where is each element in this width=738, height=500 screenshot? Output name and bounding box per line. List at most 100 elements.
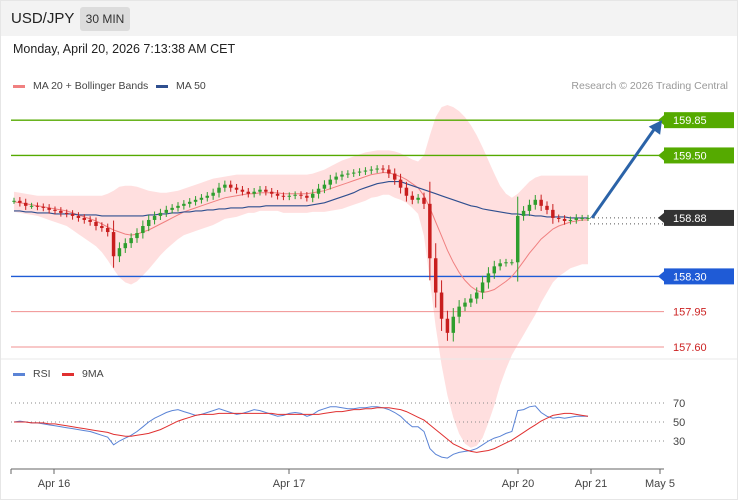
ma50-line bbox=[14, 181, 588, 219]
candle-body bbox=[404, 187, 409, 196]
candle-body bbox=[556, 217, 561, 219]
candle-body bbox=[562, 218, 567, 221]
candle-body bbox=[111, 232, 116, 257]
symbol-label: USD/JPY bbox=[11, 10, 75, 27]
candle-body bbox=[293, 194, 297, 196]
candle-body bbox=[469, 298, 473, 303]
candle-body bbox=[234, 187, 239, 190]
legend-ma50-label: MA 50 bbox=[176, 80, 206, 92]
legend-ma20-label: MA 20 + Bollinger Bands bbox=[33, 80, 149, 92]
candle-body bbox=[480, 282, 485, 293]
candle-body bbox=[527, 204, 532, 211]
x-tick-label: Apr 21 bbox=[575, 478, 607, 490]
candle-body bbox=[510, 262, 514, 264]
candle-body bbox=[416, 197, 420, 200]
rsi-swatch bbox=[13, 372, 25, 376]
candle-body bbox=[439, 292, 444, 319]
x-tick-label: Apr 16 bbox=[38, 478, 70, 490]
candle-body bbox=[35, 205, 40, 207]
candle-body bbox=[515, 215, 520, 263]
price-label-158.88: 158.88 bbox=[673, 213, 707, 225]
candle-body bbox=[387, 169, 391, 174]
price-label-159.50: 159.50 bbox=[673, 150, 707, 162]
candle-body bbox=[240, 189, 245, 192]
candle-body bbox=[246, 191, 251, 194]
candle-body bbox=[23, 202, 28, 206]
candle-body bbox=[486, 273, 491, 283]
rsi-line bbox=[13, 405, 588, 459]
candle-body bbox=[123, 243, 128, 249]
forecast-arrow-line bbox=[590, 127, 657, 219]
price-tag-pointer-159.85 bbox=[658, 115, 664, 126]
x-tick-label: Apr 17 bbox=[273, 478, 305, 490]
candle-body bbox=[59, 210, 63, 213]
candle-body bbox=[463, 302, 467, 307]
candle-body bbox=[94, 221, 98, 226]
candle-body bbox=[129, 238, 133, 244]
candle-body bbox=[357, 171, 362, 173]
candle-body bbox=[428, 203, 432, 259]
candle-body bbox=[433, 258, 438, 293]
candle-body bbox=[381, 168, 385, 170]
candle-body bbox=[328, 179, 333, 185]
candle-body bbox=[217, 187, 221, 193]
candle-body bbox=[498, 263, 502, 267]
price-label-158.30: 158.30 bbox=[673, 271, 707, 283]
legend-ma50: MA 50 bbox=[156, 80, 206, 92]
candle-body bbox=[340, 174, 344, 177]
candle-body bbox=[410, 195, 415, 200]
candle-body bbox=[264, 189, 268, 192]
rsi-ma-swatch bbox=[62, 372, 74, 376]
candle-body bbox=[310, 193, 315, 198]
candle-body bbox=[187, 201, 192, 204]
candle-body bbox=[82, 217, 87, 220]
candle-body bbox=[29, 205, 34, 207]
legend-rsi-ma-label: 9MA bbox=[82, 368, 104, 380]
candle-body bbox=[445, 318, 450, 333]
candle-body bbox=[88, 219, 92, 222]
candle-body bbox=[521, 210, 526, 216]
chart-header: USD/JPY 30 MIN bbox=[0, 0, 738, 36]
research-credit: Research © 2026 Trading Central bbox=[571, 80, 728, 92]
chart-datetime: Monday, April 20, 2026 7:13:38 AM CET bbox=[13, 42, 236, 56]
candle-body bbox=[392, 173, 397, 180]
candle-body bbox=[474, 292, 479, 299]
candle-body bbox=[182, 203, 186, 206]
candle-body bbox=[351, 172, 356, 174]
candle-body bbox=[574, 217, 579, 220]
candle-body bbox=[141, 226, 145, 234]
candle-body bbox=[422, 197, 426, 204]
last-price-tag-pointer bbox=[658, 212, 664, 223]
x-tick-label: May 5 bbox=[645, 478, 675, 490]
candle-body bbox=[223, 184, 227, 188]
candle-body bbox=[533, 199, 538, 205]
candle-body bbox=[199, 197, 204, 200]
candle-body bbox=[252, 191, 256, 194]
candle-body bbox=[135, 233, 139, 239]
price-label-157.95: 157.95 bbox=[673, 307, 707, 319]
candle-body bbox=[64, 212, 69, 214]
price-tag-159.50 bbox=[664, 147, 734, 164]
candle-body bbox=[146, 219, 151, 226]
candle-body bbox=[316, 188, 321, 194]
candle-body bbox=[41, 206, 46, 208]
candle-body bbox=[369, 169, 374, 171]
candle-body bbox=[158, 212, 163, 216]
candle-body bbox=[568, 219, 573, 221]
candle-body bbox=[398, 179, 403, 188]
candle-body bbox=[580, 217, 584, 219]
candle-body bbox=[545, 205, 549, 210]
rsi-tick-30: 30 bbox=[673, 436, 685, 448]
candle-body bbox=[152, 215, 157, 220]
candle-body bbox=[70, 213, 75, 216]
bollinger-band bbox=[14, 105, 588, 448]
timeframe-button[interactable]: 30 MIN bbox=[80, 7, 130, 31]
candle-body bbox=[457, 306, 461, 317]
legend-rsi-ma: 9MA bbox=[62, 368, 104, 380]
candle-body bbox=[258, 189, 262, 192]
ma50-swatch bbox=[156, 84, 168, 88]
candle-body bbox=[100, 226, 104, 229]
candle-body bbox=[322, 184, 327, 189]
legend-rsi: RSI bbox=[13, 368, 51, 380]
